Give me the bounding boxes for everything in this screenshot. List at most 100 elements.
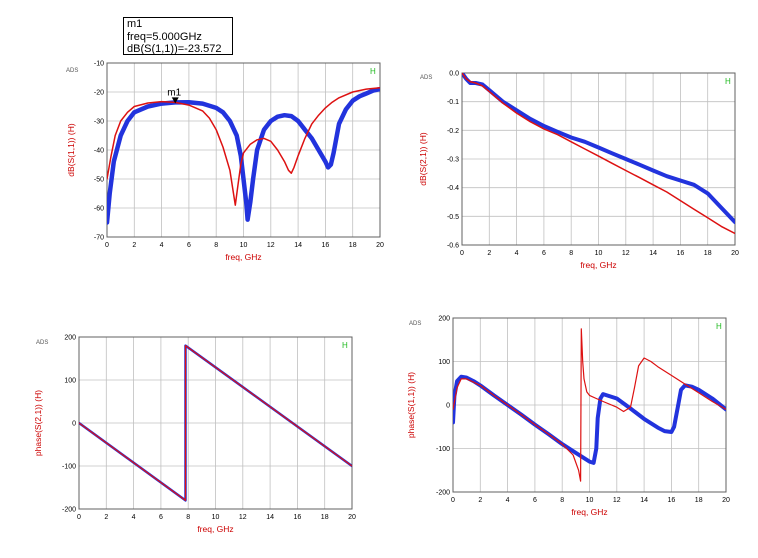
x-tick-label: 10 — [212, 514, 220, 521]
series-red-line — [79, 345, 352, 501]
y-axis-label: dB(S(2,1)) (H) — [418, 132, 428, 186]
chart-p2: ADS 0 2 4 6 8 10 12 14 16 18 20 -0.6 -0.5 -0.4 -0.3 -0.2… — [418, 71, 739, 271]
series-red-line — [462, 73, 735, 235]
marker-value: dB(S(1,1))=-23.572 — [127, 43, 222, 55]
x-tick-label: 12 — [239, 514, 247, 521]
x-tick-label: 4 — [515, 250, 519, 257]
tool-tag: ADS — [66, 68, 78, 74]
x-tick-label: 6 — [542, 250, 546, 257]
y-tick-label: -50 — [94, 177, 104, 184]
y-axis-label: phase(S(2,1)) (H) — [33, 390, 43, 456]
x-tick-label: 20 — [376, 242, 384, 249]
x-tick-label: 20 — [722, 497, 730, 504]
y-tick-label: -10 — [94, 61, 104, 68]
x-tick-label: 20 — [348, 514, 356, 521]
tool-tag: ADS — [409, 321, 421, 327]
y-tick-label: -20 — [94, 90, 104, 97]
x-tick-label: 6 — [159, 514, 163, 521]
y-tick-label: 100 — [64, 378, 76, 385]
y-axis-label: dB(S(1,1)) (H) — [66, 123, 76, 177]
y-tick-label: -100 — [62, 464, 76, 471]
series-blue-line — [462, 73, 735, 225]
x-axis-label: freq, GHz — [580, 260, 616, 270]
corner-tag: H — [716, 322, 722, 331]
x-tick-label: 18 — [321, 514, 329, 521]
series-blue-line — [107, 86, 380, 225]
x-tick-label: 20 — [731, 250, 739, 257]
y-tick-label: -30 — [94, 119, 104, 126]
x-tick-label: 18 — [704, 250, 712, 257]
x-tick-label: 12 — [622, 250, 630, 257]
x-tick-label: 16 — [322, 242, 330, 249]
x-tick-label: 0 — [451, 497, 455, 504]
marker-label: m1 — [167, 87, 181, 98]
x-tick-label: 18 — [695, 497, 703, 504]
x-tick-label: 14 — [649, 250, 657, 257]
chart-p4: ADS 0 2 4 6 8 10 12 14 16 18 20 -200 -100 0 100 200 Hfreq… — [406, 316, 730, 518]
x-tick-label: 10 — [240, 242, 248, 249]
marker-name: m1 — [127, 18, 143, 30]
x-tick-label: 12 — [267, 242, 275, 249]
x-tick-label: 10 — [586, 497, 594, 504]
y-tick-label: -0.6 — [447, 243, 459, 250]
y-tick-label: -100 — [436, 446, 450, 453]
y-tick-label: 0 — [446, 403, 450, 410]
x-tick-label: 4 — [132, 514, 136, 521]
y-tick-label: -0.2 — [447, 128, 459, 135]
y-tick-label: -0.1 — [447, 99, 459, 106]
x-axis-label: freq, GHz — [197, 524, 233, 534]
marker-freq: freq=5.000GHz — [127, 30, 202, 43]
y-tick-label: 0 — [72, 421, 76, 428]
chart-p1: ADS 0 2 4 6 8 10 12 14 16 18 20 -70 -60 -50 -40 -30 -20 -1… — [66, 61, 384, 263]
x-axis-label: freq, GHz — [225, 252, 261, 262]
x-axis-label: freq, GHz — [571, 507, 607, 517]
chart-p3: ADS 0 2 4 6 8 10 12 14 16 18 20 -200 -100 0 100 200 Hfreq… — [33, 335, 356, 535]
x-tick-label: 16 — [668, 497, 676, 504]
series-red-line — [107, 86, 380, 206]
x-tick-label: 2 — [487, 250, 491, 257]
x-tick-label: 8 — [214, 242, 218, 249]
y-tick-label: -200 — [62, 507, 76, 514]
y-axis-label: phase(S(1,1)) (H) — [406, 372, 416, 438]
x-tick-label: 4 — [160, 242, 164, 249]
y-tick-label: -70 — [94, 235, 104, 242]
x-tick-label: 14 — [266, 514, 274, 521]
x-tick-label: 0 — [460, 250, 464, 257]
x-tick-label: 2 — [132, 242, 136, 249]
corner-tag: H — [342, 341, 348, 350]
y-tick-label: 0.0 — [449, 71, 459, 78]
tool-tag: ADS — [36, 340, 48, 346]
x-tick-label: 0 — [77, 514, 81, 521]
x-tick-label: 10 — [595, 250, 603, 257]
plot-border — [106, 62, 381, 238]
x-tick-label: 12 — [613, 497, 621, 504]
x-tick-label: 16 — [294, 514, 302, 521]
x-tick-label: 14 — [294, 242, 302, 249]
x-tick-label: 16 — [677, 250, 685, 257]
x-tick-label: 14 — [640, 497, 648, 504]
y-tick-label: 200 — [438, 316, 450, 323]
x-tick-label: 18 — [349, 242, 357, 249]
x-tick-label: 8 — [186, 514, 190, 521]
y-tick-label: 100 — [438, 359, 450, 366]
tool-tag: ADS — [420, 75, 432, 81]
x-tick-label: 4 — [506, 497, 510, 504]
series-red-line — [453, 328, 726, 482]
x-tick-label: 8 — [560, 497, 564, 504]
x-tick-label: 2 — [478, 497, 482, 504]
y-tick-label: -0.3 — [447, 157, 459, 164]
x-tick-label: 0 — [105, 242, 109, 249]
x-tick-label: 6 — [187, 242, 191, 249]
y-tick-label: -0.4 — [447, 185, 459, 192]
y-tick-label: -200 — [436, 490, 450, 497]
plot-border — [461, 72, 736, 246]
y-tick-label: -60 — [94, 206, 104, 213]
y-tick-label: -0.5 — [447, 214, 459, 221]
y-tick-label: 200 — [64, 335, 76, 342]
x-tick-label: 8 — [569, 250, 573, 257]
x-tick-label: 2 — [104, 514, 108, 521]
marker-triangle — [171, 97, 179, 104]
marker-readout-box: m1 freq=5.000GHz dB(S(1,1))=-23.572 — [123, 17, 233, 55]
corner-tag: H — [725, 77, 731, 86]
